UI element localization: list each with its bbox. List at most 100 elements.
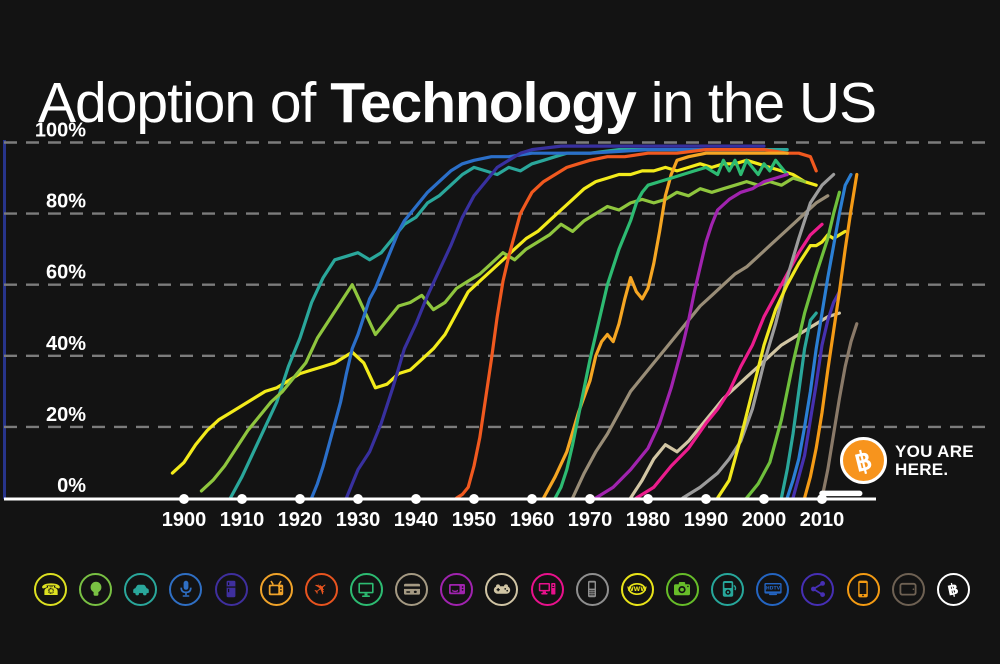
x-tick-label-1960: 1960 <box>510 509 555 531</box>
icon-air-travel: ✈ <box>304 572 338 606</box>
you-are-here-badge: ฿ YOU ARE HERE. <box>840 437 974 484</box>
icon-tablet <box>891 572 925 606</box>
mp3-player-icon <box>722 581 736 597</box>
icon-bitcoin: ฿ <box>936 572 970 606</box>
x-tick-label-2010: 2010 <box>800 509 845 531</box>
icon-refrigerator <box>214 572 248 606</box>
color-tv-icon <box>358 582 375 597</box>
icon-electricity <box>79 572 113 606</box>
icon-credit-card <box>395 572 429 606</box>
svg-text:฿: ฿ <box>946 580 960 600</box>
y-tick-label-60%: 60% <box>46 262 86 284</box>
x-axis-dot-2010 <box>817 494 827 504</box>
y-tick-label-0%: 0% <box>57 475 86 497</box>
icon-video-games <box>485 572 519 606</box>
series-line-cell-phone <box>681 172 836 500</box>
x-axis-dot-2000 <box>759 494 769 504</box>
television-icon <box>269 580 284 596</box>
title-prefix: Adoption of <box>38 71 331 136</box>
credit-card-icon <box>403 583 420 595</box>
bitcoin-icon: ฿ <box>946 580 960 600</box>
social-media-icon <box>810 581 825 597</box>
x-tick-label-1920: 1920 <box>278 509 323 531</box>
icon-internet: WWW <box>620 572 654 606</box>
icon-computer <box>530 572 564 606</box>
technology-icon-row: ☎ ✈ WWW HDTV ฿ <box>34 572 970 606</box>
series-line-hdtv <box>785 172 853 500</box>
video-games-icon <box>493 584 511 594</box>
series-line-radio <box>310 148 766 500</box>
cell-phone-icon <box>588 580 597 598</box>
icon-television <box>259 572 293 606</box>
hdtv-icon: HDTV <box>764 583 782 596</box>
refrigerator-icon <box>226 580 236 598</box>
series-line-internet <box>715 229 847 500</box>
air-travel-icon: ✈ <box>310 578 332 600</box>
series-line-mp3-player <box>779 311 818 500</box>
svg-text:☎: ☎ <box>41 580 61 599</box>
page-title: Adoption of Technology in the US <box>38 72 988 135</box>
microwave-icon <box>448 584 465 595</box>
you-are-here-line2: HERE. <box>895 459 949 479</box>
x-tick-label-1900: 1900 <box>162 509 207 531</box>
series-line-credit-card <box>570 194 830 500</box>
series-line-automobile <box>199 176 807 493</box>
series-line-computer <box>634 222 824 500</box>
internet-icon: WWW <box>627 582 648 596</box>
radio-icon <box>180 580 192 597</box>
electricity-icon <box>90 581 102 596</box>
icon-microwave <box>440 572 474 606</box>
x-tick-label-1990: 1990 <box>684 509 729 531</box>
series-line-social-media <box>791 290 842 500</box>
technology-adoption-chart: 100% 80% 60% 40% 20% 0% 1900 1910 1920 1930 1940 19… <box>3 120 994 531</box>
y-tick-label-80%: 80% <box>46 191 86 213</box>
y-tick-label-100%: 100% <box>35 120 86 142</box>
series-line-refrigerator <box>344 144 766 500</box>
x-axis-dot-1910 <box>237 494 247 504</box>
telephone-icon: ☎ <box>41 580 61 599</box>
x-axis-dot-1960 <box>527 494 537 504</box>
icon-automobile <box>124 572 158 606</box>
series-line-smartphone <box>802 172 859 500</box>
x-tick-label-1930: 1930 <box>336 509 381 531</box>
icon-telephone: ☎ <box>34 572 67 606</box>
series-line-air-travel <box>541 151 789 500</box>
icon-digital-camera <box>665 572 699 606</box>
x-axis-dot-1930 <box>353 494 363 504</box>
x-tick-label-1910: 1910 <box>220 509 265 531</box>
x-axis-dot-1920 <box>295 494 305 504</box>
x-axis-dot-1990 <box>701 494 711 504</box>
svg-text:WWW: WWW <box>627 586 647 593</box>
x-tick-label-1940: 1940 <box>394 509 439 531</box>
x-axis-dot-1940 <box>411 494 421 504</box>
x-tick-label-1970: 1970 <box>568 509 613 531</box>
x-axis-dot-1900 <box>179 494 189 504</box>
svg-text:HDTV: HDTV <box>766 586 781 592</box>
x-axis-dot-1980 <box>643 494 653 504</box>
series-line-electricity <box>228 148 789 500</box>
series-line-microwave <box>594 172 789 500</box>
y-tick-label-40%: 40% <box>46 333 86 355</box>
x-tick-label-1980: 1980 <box>626 509 671 531</box>
icon-mp3-player <box>711 572 745 606</box>
icon-radio <box>169 572 203 606</box>
icon-color-tv <box>349 572 383 606</box>
x-tick-label-2000: 2000 <box>742 509 787 531</box>
x-axis-dot-1970 <box>585 494 595 504</box>
automobile-icon <box>132 584 149 596</box>
title-highlight: Technology <box>330 71 637 136</box>
bitcoin-coin-icon: ฿ <box>840 437 887 484</box>
y-tick-label-20%: 20% <box>46 404 86 426</box>
series-line-video-games <box>628 311 842 500</box>
bitcoin-symbol: ฿ <box>851 443 876 478</box>
smartphone-icon <box>858 580 868 598</box>
icon-hdtv: HDTV <box>756 572 790 606</box>
series-line-digital-camera <box>744 190 842 500</box>
x-axis-dot-1950 <box>469 494 479 504</box>
icon-cell-phone <box>575 572 609 606</box>
computer-icon <box>538 583 556 595</box>
you-are-here-line1: YOU ARE <box>895 441 974 461</box>
series-line-color-tv <box>553 158 789 500</box>
digital-camera-icon <box>674 582 691 596</box>
series-line-tablet <box>820 322 859 500</box>
